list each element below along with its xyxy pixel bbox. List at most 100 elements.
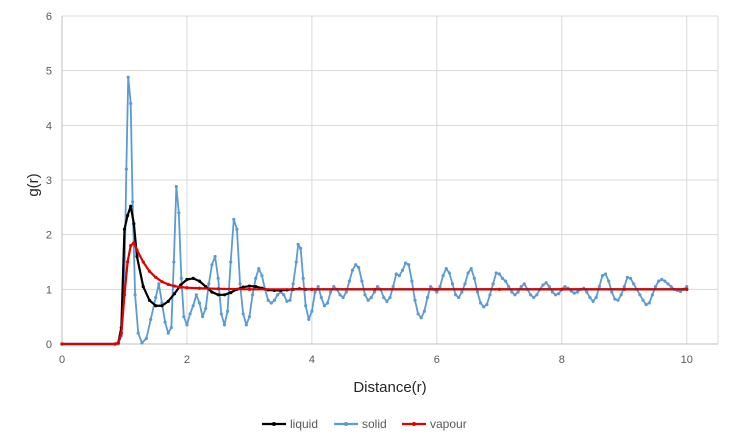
data-point-solid: [588, 295, 592, 300]
data-point-solid: [613, 297, 617, 301]
data-point-vapour: [179, 285, 183, 289]
y-tick-label: 5: [46, 66, 52, 78]
data-point-solid: [257, 266, 261, 271]
data-point-solid: [129, 101, 133, 106]
data-point-solid: [450, 282, 455, 286]
data-point-solid: [454, 293, 458, 297]
data-point-solid: [288, 298, 292, 302]
data-point-solid: [222, 323, 227, 327]
data-point-solid: [332, 285, 336, 289]
data-point-vapour: [122, 293, 127, 297]
data-point-solid: [513, 293, 517, 297]
data-point-vapour: [372, 287, 376, 291]
data-point-solid: [197, 301, 202, 305]
data-point-solid: [553, 293, 558, 297]
data-point-vapour: [135, 248, 139, 252]
data-point-solid: [244, 323, 248, 327]
data-point-solid: [541, 283, 545, 287]
data-point-solid: [213, 254, 217, 259]
data-point-liquid: [216, 293, 220, 297]
data-point-solid: [347, 279, 351, 283]
data-point-solid: [182, 315, 186, 319]
data-point-solid: [632, 282, 636, 286]
data-point-solid: [463, 282, 467, 286]
data-point-solid: [666, 282, 670, 286]
data-point-liquid: [191, 276, 195, 280]
data-point-solid: [572, 291, 576, 295]
data-point-solid: [663, 279, 667, 283]
data-point-solid: [419, 316, 423, 320]
data-point-solid: [225, 309, 230, 313]
data-point-solid: [204, 306, 208, 311]
data-point-solid: [644, 303, 648, 307]
data-point-solid: [149, 317, 153, 321]
data-point-vapour: [185, 286, 189, 290]
data-point-solid: [160, 301, 164, 305]
data-point-solid: [397, 274, 401, 278]
data-point-solid: [494, 271, 498, 275]
data-point-solid: [660, 277, 664, 282]
axes: [61, 16, 718, 345]
data-point-solid: [488, 293, 492, 297]
data-point-solid: [124, 167, 128, 171]
series-vapour: [60, 241, 689, 346]
data-point-solid: [500, 276, 505, 280]
data-point-solid: [425, 295, 430, 300]
data-point-solid: [391, 285, 395, 289]
data-point-solid: [678, 289, 683, 294]
data-point-solid: [260, 274, 264, 278]
data-point-solid: [313, 290, 317, 294]
data-point-vapour: [216, 287, 220, 291]
legend: liquid solid vapour: [262, 417, 467, 431]
data-point-solid: [510, 290, 514, 294]
x-tick-label: 0: [59, 354, 65, 366]
data-point-solid: [610, 290, 614, 294]
data-point-solid: [350, 268, 355, 272]
data-point-vapour: [116, 341, 120, 345]
data-point-solid: [585, 290, 589, 294]
data-point-solid: [619, 293, 623, 297]
data-point-solid: [133, 293, 137, 297]
data-point-liquid: [222, 293, 227, 297]
x-tick-label: 2: [184, 354, 190, 366]
data-point-vapour: [147, 269, 152, 273]
data-point-solid: [301, 276, 305, 280]
data-point-solid: [188, 312, 192, 316]
data-point-vapour: [60, 342, 64, 346]
tick-labels: 0 1 2 3 4 5 6 0 2 4 6 8 10: [46, 11, 693, 366]
data-point-vapour: [154, 275, 158, 279]
data-point-solid: [503, 279, 508, 283]
data-point-liquid: [172, 292, 177, 296]
data-point-solid: [172, 260, 176, 264]
data-point-solid: [422, 309, 426, 313]
data-point-solid: [460, 290, 464, 294]
data-point-solid: [310, 309, 314, 313]
data-point-solid: [400, 268, 405, 272]
data-point-solid: [507, 285, 511, 289]
data-point-solid: [628, 276, 633, 280]
data-point-solid: [385, 299, 389, 303]
data-point-solid: [157, 282, 161, 286]
data-point-solid: [528, 293, 533, 297]
data-point-vapour: [560, 287, 564, 291]
data-point-solid: [416, 312, 420, 316]
data-point-vapour: [497, 287, 501, 291]
data-point-solid: [185, 323, 189, 327]
data-point-solid: [535, 293, 539, 297]
data-point-solid: [475, 290, 480, 294]
data-point-solid: [469, 266, 473, 271]
data-point-solid: [669, 285, 673, 289]
y-tick-label: 1: [46, 284, 52, 296]
data-point-solid: [294, 260, 298, 264]
data-point-solid: [166, 331, 170, 335]
data-point-liquid: [229, 291, 233, 295]
data-point-solid: [282, 293, 286, 297]
data-point-liquid: [129, 204, 133, 208]
data-point-solid: [272, 298, 277, 302]
data-point-solid: [325, 301, 330, 305]
data-point-solid: [194, 293, 198, 297]
data-point-vapour: [113, 342, 117, 346]
data-point-solid: [616, 298, 620, 302]
legend-label-vapour: vapour: [430, 417, 467, 431]
